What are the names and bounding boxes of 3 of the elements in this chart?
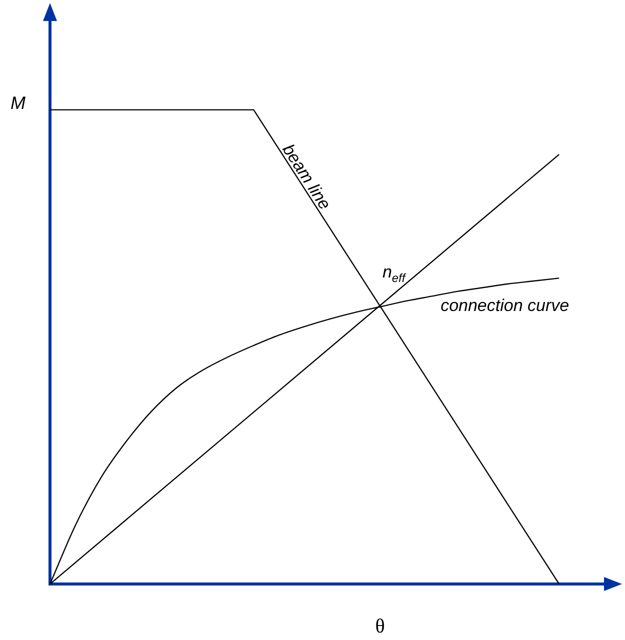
y-axis-title: M	[10, 92, 26, 113]
series-label: connection curve	[440, 296, 570, 315]
x-axis-title: θ	[375, 615, 385, 638]
